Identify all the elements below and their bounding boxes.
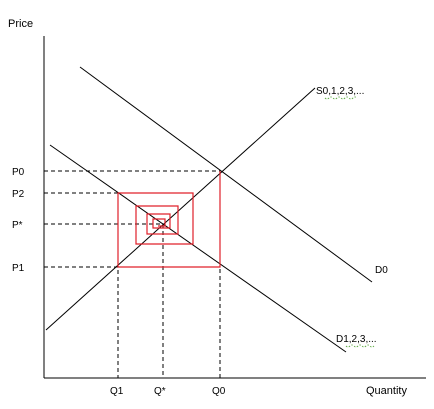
cobweb-path [117,171,221,268]
demand-label-squiggle [345,344,375,348]
svg-text:Q0: Q0 [212,386,226,397]
quantity-tick-q1: Q1 [110,386,124,397]
x-axis-label: Quantity [366,385,407,397]
price-tick-pstar: P* [12,220,23,231]
demand-curve-d1 [49,144,347,353]
supply-curve [45,87,316,331]
demand-curve-d0 [79,66,373,283]
svg-text:P*: P* [12,220,23,231]
quantity-tick-qstar: Q* [154,386,166,397]
svg-text:Q1: Q1 [110,386,124,397]
demand-d0-label: D0 [375,265,388,276]
supply-curve-label: S0,1,2,3,... [316,86,364,97]
svg-text:P2: P2 [12,189,25,200]
svg-text:P0: P0 [12,167,25,178]
supply-label-squiggle [324,96,358,100]
price-tick-p2: P2 [12,189,25,200]
price-tick-p1: P1 [12,263,25,274]
svg-text:Q*: Q* [154,386,166,397]
price-tick-p0: P0 [12,167,25,178]
svg-text:P1: P1 [12,263,25,274]
demand-d1-label: D1,2,3,... [336,334,377,345]
y-axis-label: Price [8,18,33,30]
quantity-tick-q0: Q0 [212,386,226,397]
